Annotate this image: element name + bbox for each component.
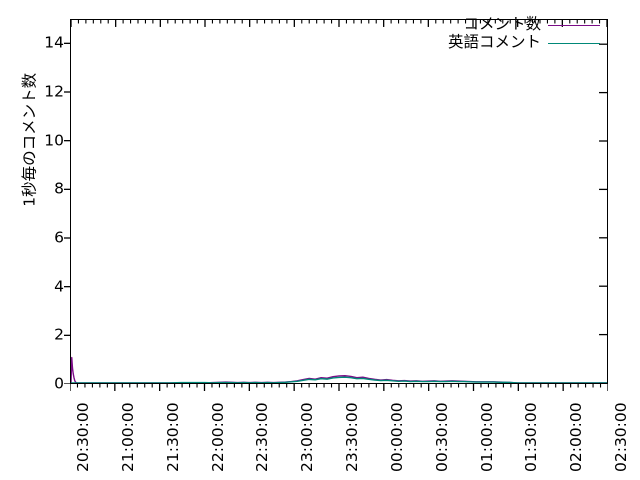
x-tick-label: 00:00:00 <box>387 402 406 472</box>
x-axis-tick-labels: 20:30:00 21:00:00 21:30:00 22:00:00 22:30:00… <box>70 390 630 476</box>
x-tick-label: 01:00:00 <box>477 402 496 472</box>
series-line-0 <box>71 356 607 383</box>
y-tick-label: 12 <box>44 82 64 101</box>
chart-legend: コメント数 英語コメント <box>432 16 600 54</box>
legend-label-english-comment: 英語コメント <box>447 33 541 52</box>
legend-entry-english-comment: 英語コメント <box>432 34 600 52</box>
x-tick-label: 02:30:00 <box>612 402 630 472</box>
y-tick-label: 4 <box>54 276 64 295</box>
x-tick-label: 21:30:00 <box>163 402 182 472</box>
y-axis-tick-labels: 0 2 4 6 8 10 12 14 <box>0 19 64 391</box>
y-tick-label: 10 <box>44 130 64 149</box>
x-tick-label: 01:30:00 <box>522 402 541 472</box>
plot-area <box>70 19 608 384</box>
x-tick-label: 22:30:00 <box>253 402 272 472</box>
x-axis-ticks <box>70 384 608 391</box>
y-tick-label: 14 <box>44 33 64 52</box>
plot-lines <box>71 20 607 383</box>
legend-label-comment-count: コメント数 <box>463 15 541 34</box>
x-tick-label: 21:00:00 <box>118 402 137 472</box>
y-tick-label: 8 <box>54 179 64 198</box>
x-tick-label: 22:00:00 <box>208 402 227 472</box>
y-tick-label: 2 <box>54 325 64 344</box>
legend-entry-comment-count: コメント数 <box>432 16 600 34</box>
x-tick-label: 02:00:00 <box>567 402 586 472</box>
y-tick-label: 6 <box>54 228 64 247</box>
x-tick-label: 00:30:00 <box>432 402 451 472</box>
y-tick-label: 0 <box>54 374 64 393</box>
x-tick-label: 23:00:00 <box>298 402 317 472</box>
series-line-1 <box>71 376 607 383</box>
legend-swatch-comment-count <box>548 24 600 26</box>
x-tick-label: 23:30:00 <box>343 402 361 472</box>
x-tick-label: 20:30:00 <box>74 402 92 472</box>
legend-swatch-english-comment <box>548 42 600 44</box>
